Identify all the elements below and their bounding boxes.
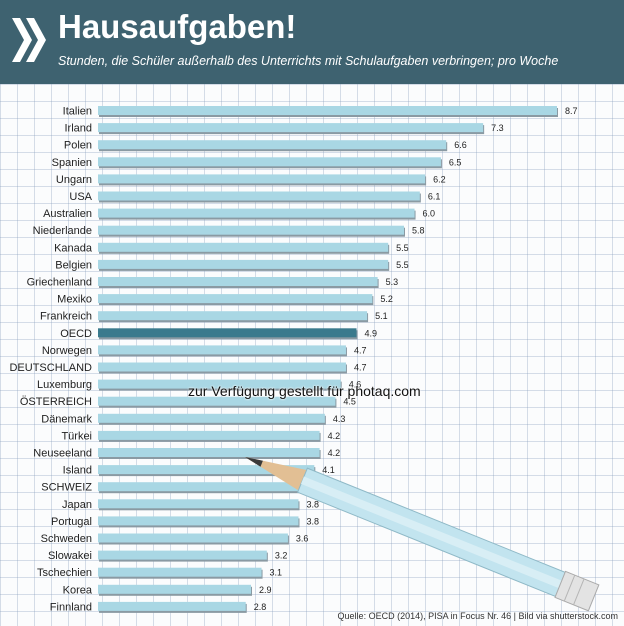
value-label: 4.9 [365,328,378,338]
pencil-icon [245,457,600,612]
bar [98,584,251,594]
value-label: 5.8 [412,226,425,236]
chart-title: Hausaufgaben! [58,8,297,45]
bar [98,259,389,269]
bar [98,106,557,115]
category-label: SCHWEIZ [41,482,92,494]
value-label: 5.1 [375,311,388,321]
category-label: Dänemark [41,413,92,425]
value-label: 3.2 [275,551,288,561]
bar [98,499,299,509]
value-label: 4.6 [349,380,362,390]
watermark-text: zur Verfügung gestellt für photaq.com [188,383,421,399]
category-label: Niederlande [33,225,92,237]
source-note: Quelle: OECD (2014), PISA in Focus Nr. 4… [337,611,618,621]
bar [98,174,426,184]
category-label: Belgien [55,259,92,271]
category-label: Norwegen [42,345,92,357]
category-label: Spanien [52,157,92,169]
value-label: 2.8 [254,602,267,612]
category-label: Neuseeland [33,448,92,460]
value-label: 5.2 [380,294,393,304]
bar [98,465,315,475]
value-label: 2.9 [259,585,272,595]
value-label: 6.2 [433,174,446,184]
bar [98,208,415,218]
value-label: 4.5 [343,397,356,407]
value-label: 4.2 [328,448,341,458]
category-label: Polen [64,140,92,152]
category-label: Italien [63,106,92,118]
category-label: Ungarn [56,174,92,186]
category-label: OECD [60,328,92,340]
value-label: 3.8 [306,499,319,509]
bar [98,567,262,577]
category-label: Portugal [51,516,92,528]
bar [98,311,368,321]
bar [98,294,373,304]
category-label: USA [69,191,92,203]
bar [98,191,420,201]
bar [98,482,310,492]
category-label: Kanada [54,242,93,254]
category-label: DEUTSCHLAND [9,362,92,374]
bar [98,550,267,560]
category-label: Island [63,465,92,477]
bar [98,225,404,235]
bar [98,242,389,252]
value-label: 5.3 [386,277,399,287]
value-label: 3.1 [270,568,283,578]
bar-highlight [98,328,357,338]
value-label: 8.7 [565,106,578,116]
category-label: Irland [64,123,92,135]
bar [98,277,378,286]
category-label: Frankreich [40,311,92,323]
value-label: 4.1 [322,465,335,475]
double-chevron-right-icon [12,18,46,62]
bar [98,413,325,423]
value-label: 4.7 [354,363,367,373]
value-label: 3.6 [296,534,309,544]
value-label: 6.0 [423,209,436,219]
value-label: 3.8 [306,516,319,526]
value-label: 4.2 [328,431,341,441]
category-label: Japan [62,499,92,511]
value-label: 4.7 [354,345,367,355]
value-label: 5.5 [396,260,409,270]
category-label: ÖSTERREICH [20,396,92,408]
bar [98,533,288,543]
category-label: Australien [43,208,92,220]
value-label: 6.6 [454,140,467,150]
category-label: Slowakei [48,550,92,562]
bar [98,448,320,457]
bar [98,140,447,150]
bar [98,157,441,167]
chart-subtitle: Stunden, die Schüler außerhalb des Unter… [58,54,559,68]
bar [98,362,346,372]
value-label: 4.3 [333,414,346,424]
header-banner: Hausaufgaben! Stunden, die Schüler außer… [0,0,624,84]
category-label: Korea [63,584,93,596]
bar [98,396,336,406]
value-label: 5.5 [396,243,409,253]
bar [98,123,484,133]
bar [98,379,341,389]
bar [98,601,246,611]
bar [98,516,299,526]
value-label: 7.3 [491,123,504,133]
category-label: Finnland [50,601,92,613]
value-label: 6.1 [428,192,441,202]
bar [98,345,346,355]
category-label: Mexiko [57,294,92,306]
category-label: Griechenland [27,277,92,289]
bar [98,430,320,440]
category-label: Türkei [61,430,92,442]
category-label: Luxemburg [37,379,92,391]
value-label: 6.5 [449,157,462,167]
category-label: Tschechien [37,567,92,579]
category-label: Schweden [41,533,92,545]
